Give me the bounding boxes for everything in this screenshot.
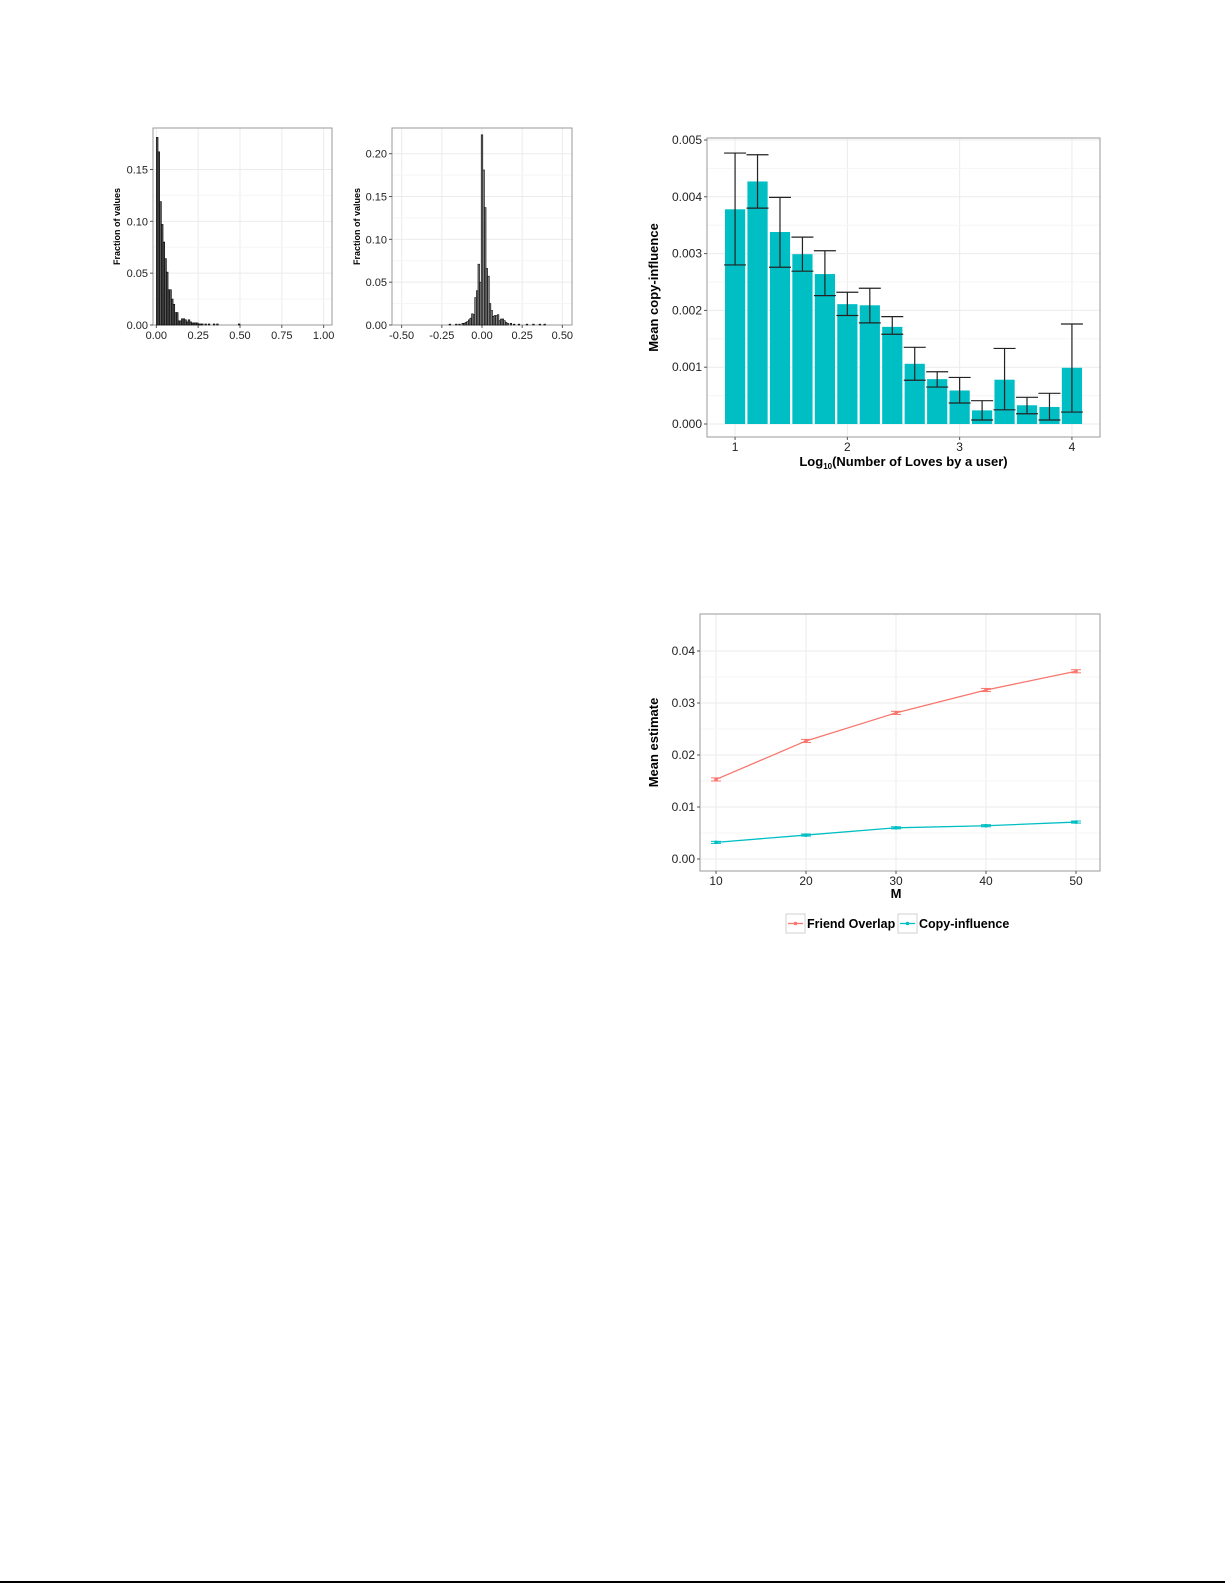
- y-tick-label: 0.004: [672, 190, 702, 204]
- y-tick-label: 0.01: [672, 800, 696, 814]
- bar: [837, 304, 858, 424]
- y-axis-label: Mean copy-influence: [646, 223, 661, 352]
- y-tick-label: 0.00: [366, 320, 387, 332]
- x-axis: 0.00 0.25 0.50 0.75 1.00: [146, 325, 334, 342]
- y-axis: 0.00 0.01 0.02 0.03 0.04: [672, 644, 700, 866]
- y-tick-label: 0.00: [127, 320, 148, 332]
- bar-chart-copy-influence: 1 2 3 4 0.000 0.001 0.002 0.003 0.004 0.005 Mean c…: [640, 120, 1110, 480]
- y-tick-label: 0.20: [366, 149, 387, 161]
- y-tick-label: 0.15: [127, 164, 148, 176]
- x-tick-label: 10: [709, 874, 723, 888]
- x-tick-label: 30: [889, 874, 903, 888]
- series-friend-overlap: [711, 669, 1081, 782]
- x-tick-label: 0.75: [271, 330, 292, 342]
- bar: [792, 254, 813, 424]
- y-tick-label: 0.05: [366, 277, 387, 289]
- y-tick-label: 0.00: [672, 852, 696, 866]
- y-axis-label: Fraction of values: [112, 188, 122, 265]
- x-axis: 10 20 30 40 50: [709, 871, 1083, 888]
- y-axis: 0.00 0.05 0.10 0.15 0.20: [366, 149, 392, 332]
- x-tick-label: 3: [956, 440, 963, 454]
- error-bars: [724, 152, 1083, 421]
- x-tick-label: 50: [1069, 874, 1083, 888]
- y-tick-label: 0.02: [672, 748, 696, 762]
- histogram-right: -0.50 -0.25 0.00 0.25 0.50 0.00 0.05 0.10 0.15 0.…: [340, 120, 585, 350]
- y-tick-label: 0.001: [672, 360, 702, 374]
- bar-chart-plot: 1 2 3 4 0.000 0.001 0.002 0.003 0.004 0.005 Mean c…: [646, 133, 1101, 471]
- y-tick-label: 0.10: [366, 234, 387, 246]
- histogram-left: 0.00 0.25 0.50 0.75 1.00 0.00 0.05 0.10 0.15 Frac…: [100, 120, 345, 350]
- x-tick-label: 0.50: [229, 330, 250, 342]
- x-tick-label: -0.25: [429, 330, 454, 342]
- histogram-left-plot: 0.00 0.25 0.50 0.75 1.00 0.00 0.05 0.10 0.15 Frac…: [112, 127, 334, 342]
- x-tick-label: -0.50: [389, 330, 414, 342]
- legend-label: Friend Overlap: [807, 917, 896, 931]
- bar: [882, 326, 903, 424]
- x-tick-label: 1: [732, 440, 739, 454]
- x-tick-label: 2: [844, 440, 851, 454]
- bar: [747, 181, 768, 424]
- bar: [904, 363, 925, 424]
- series-copy-influence: [711, 820, 1081, 845]
- x-axis-label: M: [891, 886, 902, 901]
- line-chart-plot: 10 20 30 40 50 0.00 0.01 0.02 0.03 0.04 Mean estim…: [646, 613, 1101, 934]
- legend-item: Copy-influence: [897, 913, 1009, 934]
- y-tick-label: 0.15: [366, 192, 387, 204]
- x-axis: -0.50 -0.25 0.00 0.25 0.50: [389, 325, 573, 342]
- x-tick-label: 0.00: [146, 330, 167, 342]
- y-axis: 0.00 0.05 0.10 0.15: [127, 164, 153, 332]
- x-axis: 1 2 3 4: [732, 437, 1076, 454]
- x-tick-label: 0.00: [471, 330, 492, 342]
- x-tick-label: 0.25: [511, 330, 532, 342]
- y-tick-label: 0.005: [672, 133, 702, 147]
- y-axis-label: Mean estimate: [646, 698, 661, 788]
- y-tick-label: 0.000: [672, 417, 702, 431]
- bar: [769, 232, 791, 424]
- x-tick-label: 20: [799, 874, 813, 888]
- panel-border: [152, 127, 333, 326]
- x-tick-label: 1.00: [313, 330, 334, 342]
- bar: [949, 390, 970, 424]
- histogram-bars: [156, 137, 241, 326]
- bars: [724, 181, 1083, 424]
- panel-border: [699, 613, 1101, 872]
- page-bottom-rule: [0, 1581, 1225, 1583]
- gridlines: [153, 128, 332, 326]
- x-axis-label: Log10(Number of Loves by a user): [799, 454, 1007, 471]
- bar: [1016, 405, 1038, 424]
- x-tick-label: 0.50: [552, 330, 573, 342]
- bar: [859, 305, 880, 424]
- legend-label: Copy-influence: [919, 917, 1009, 931]
- x-tick-label: 4: [1069, 440, 1076, 454]
- y-tick-label: 0.03: [672, 696, 696, 710]
- legend: Friend Overlap Copy-influence: [785, 913, 1009, 934]
- y-tick-label: 0.10: [127, 216, 148, 228]
- bar: [927, 379, 948, 424]
- x-tick-label: 40: [979, 874, 993, 888]
- y-axis: 0.000 0.001 0.002 0.003 0.004 0.005: [672, 133, 707, 431]
- line-chart-mean-estimate: 10 20 30 40 50 0.00 0.01 0.02 0.03 0.04 Mean estim…: [640, 600, 1110, 945]
- y-tick-label: 0.003: [672, 247, 702, 261]
- x-tick-label: 0.25: [187, 330, 208, 342]
- y-tick-label: 0.05: [127, 268, 148, 280]
- bar: [724, 209, 746, 424]
- y-axis-label: Fraction of values: [352, 188, 362, 265]
- bar: [814, 274, 836, 424]
- legend-item: Friend Overlap: [785, 913, 896, 934]
- y-tick-label: 0.04: [672, 644, 696, 658]
- y-tick-label: 0.002: [672, 303, 702, 317]
- gridlines: [700, 614, 1100, 871]
- panel-border: [706, 137, 1101, 438]
- histogram-bars: [448, 134, 546, 326]
- histogram-right-plot: -0.50 -0.25 0.00 0.25 0.500.000.050.100.150.…: [352, 127, 573, 342]
